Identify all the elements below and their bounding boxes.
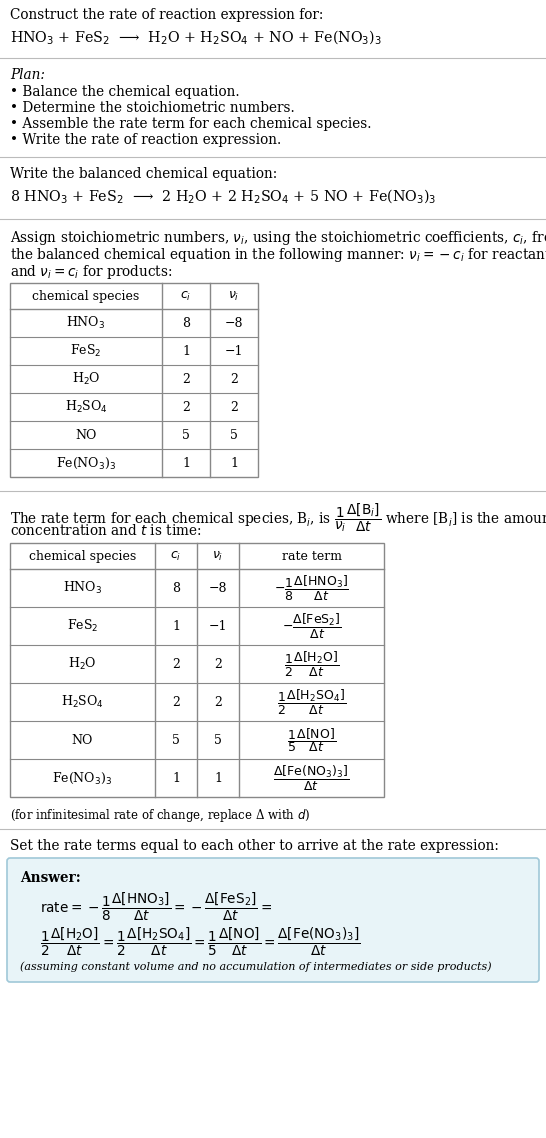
Text: 2: 2 <box>214 658 222 670</box>
Text: 1: 1 <box>182 345 190 357</box>
Text: rate term: rate term <box>282 550 341 562</box>
Text: $\nu_i$: $\nu_i$ <box>212 550 224 562</box>
Text: • Balance the chemical equation.: • Balance the chemical equation. <box>10 85 240 99</box>
Text: Set the rate terms equal to each other to arrive at the rate expression:: Set the rate terms equal to each other t… <box>10 839 499 854</box>
Text: $-\dfrac{\Delta[\mathrm{FeS}_2]}{\Delta t}$: $-\dfrac{\Delta[\mathrm{FeS}_2]}{\Delta … <box>282 611 341 641</box>
Text: 5: 5 <box>172 734 180 747</box>
Text: H$_2$O: H$_2$O <box>72 371 100 387</box>
Text: Construct the rate of reaction expression for:: Construct the rate of reaction expressio… <box>10 8 323 22</box>
Text: −1: −1 <box>209 619 227 633</box>
Text: chemical species: chemical species <box>29 550 136 562</box>
Text: −8: −8 <box>225 316 244 330</box>
Text: Plan:: Plan: <box>10 68 45 82</box>
FancyBboxPatch shape <box>7 858 539 982</box>
Text: 2: 2 <box>172 658 180 670</box>
Text: 2: 2 <box>172 695 180 709</box>
Bar <box>10 283 258 477</box>
Text: $\dfrac{\Delta[\mathrm{Fe(NO_3)_3}]}{\Delta t}$: $\dfrac{\Delta[\mathrm{Fe(NO_3)_3}]}{\De… <box>274 764 349 792</box>
Text: 1: 1 <box>172 772 180 784</box>
Text: HNO$_3$: HNO$_3$ <box>67 315 105 331</box>
Text: Write the balanced chemical equation:: Write the balanced chemical equation: <box>10 167 277 181</box>
Text: 8: 8 <box>182 316 190 330</box>
Text: Fe(NO$_3$)$_3$: Fe(NO$_3$)$_3$ <box>52 770 112 785</box>
Text: the balanced chemical equation in the following manner: $\nu_i = -c_i$ for react: the balanced chemical equation in the fo… <box>10 246 546 264</box>
Text: $-\dfrac{1}{8}\dfrac{\Delta[\mathrm{HNO}_3]}{\Delta t}$: $-\dfrac{1}{8}\dfrac{\Delta[\mathrm{HNO}… <box>274 574 349 602</box>
Text: FeS$_2$: FeS$_2$ <box>67 618 98 634</box>
Text: The rate term for each chemical species, B$_i$, is $\dfrac{1}{\nu_i}\dfrac{\Delt: The rate term for each chemical species,… <box>10 501 546 534</box>
Text: 1: 1 <box>182 456 190 470</box>
Text: H$_2$O: H$_2$O <box>68 655 97 673</box>
Text: • Write the rate of reaction expression.: • Write the rate of reaction expression. <box>10 133 281 147</box>
Text: −8: −8 <box>209 582 227 594</box>
Text: 5: 5 <box>214 734 222 747</box>
Text: NO: NO <box>75 429 97 442</box>
Text: $\dfrac{1}{2}\dfrac{\Delta[\mathrm{H_2O}]}{\Delta t} = \dfrac{1}{2}\dfrac{\Delta: $\dfrac{1}{2}\dfrac{\Delta[\mathrm{H_2O}… <box>40 926 360 958</box>
Text: −1: −1 <box>225 345 244 357</box>
Text: H$_2$SO$_4$: H$_2$SO$_4$ <box>61 694 104 710</box>
Text: 5: 5 <box>182 429 190 442</box>
Text: $c_i$: $c_i$ <box>180 289 192 303</box>
Text: 2: 2 <box>214 695 222 709</box>
Text: chemical species: chemical species <box>32 289 140 303</box>
Text: HNO$_3$ + FeS$_2$  ⟶  H$_2$O + H$_2$SO$_4$ + NO + Fe(NO$_3$)$_3$: HNO$_3$ + FeS$_2$ ⟶ H$_2$O + H$_2$SO$_4$… <box>10 28 382 46</box>
Text: 2: 2 <box>230 372 238 386</box>
Text: • Determine the stoichiometric numbers.: • Determine the stoichiometric numbers. <box>10 101 295 115</box>
Bar <box>10 543 384 797</box>
Text: Assign stoichiometric numbers, $\nu_i$, using the stoichiometric coefficients, $: Assign stoichiometric numbers, $\nu_i$, … <box>10 229 546 247</box>
Text: and $\nu_i = c_i$ for products:: and $\nu_i = c_i$ for products: <box>10 263 173 281</box>
Text: 5: 5 <box>230 429 238 442</box>
Text: $\mathrm{rate} = -\dfrac{1}{8}\dfrac{\Delta[\mathrm{HNO}_3]}{\Delta t} = -\dfrac: $\mathrm{rate} = -\dfrac{1}{8}\dfrac{\De… <box>40 891 272 923</box>
Text: $\dfrac{1}{2}\dfrac{\Delta[\mathrm{H_2O}]}{\Delta t}$: $\dfrac{1}{2}\dfrac{\Delta[\mathrm{H_2O}… <box>284 650 339 678</box>
Text: NO: NO <box>72 734 93 747</box>
Text: 2: 2 <box>182 401 190 413</box>
Text: Answer:: Answer: <box>20 871 81 885</box>
Text: 8 HNO$_3$ + FeS$_2$  ⟶  2 H$_2$O + 2 H$_2$SO$_4$ + 5 NO + Fe(NO$_3$)$_3$: 8 HNO$_3$ + FeS$_2$ ⟶ 2 H$_2$O + 2 H$_2$… <box>10 187 436 205</box>
Text: • Assemble the rate term for each chemical species.: • Assemble the rate term for each chemic… <box>10 117 371 131</box>
Text: $\dfrac{1}{2}\dfrac{\Delta[\mathrm{H_2SO_4}]}{\Delta t}$: $\dfrac{1}{2}\dfrac{\Delta[\mathrm{H_2SO… <box>277 687 346 717</box>
Text: H$_2$SO$_4$: H$_2$SO$_4$ <box>64 399 108 415</box>
Text: $c_i$: $c_i$ <box>170 550 182 562</box>
Text: (assuming constant volume and no accumulation of intermediates or side products): (assuming constant volume and no accumul… <box>20 960 491 972</box>
Text: 2: 2 <box>182 372 190 386</box>
Text: $\dfrac{1}{5}\dfrac{\Delta[\mathrm{NO}]}{\Delta t}$: $\dfrac{1}{5}\dfrac{\Delta[\mathrm{NO}]}… <box>287 726 336 754</box>
Text: Fe(NO$_3$)$_3$: Fe(NO$_3$)$_3$ <box>56 455 116 471</box>
Text: concentration and $t$ is time:: concentration and $t$ is time: <box>10 523 201 538</box>
Text: 1: 1 <box>172 619 180 633</box>
Text: 1: 1 <box>214 772 222 784</box>
Text: (for infinitesimal rate of change, replace Δ with $d$): (for infinitesimal rate of change, repla… <box>10 807 311 824</box>
Text: 1: 1 <box>230 456 238 470</box>
Text: HNO$_3$: HNO$_3$ <box>63 580 102 596</box>
Text: FeS$_2$: FeS$_2$ <box>70 343 102 360</box>
Text: 2: 2 <box>230 401 238 413</box>
Text: 8: 8 <box>172 582 180 594</box>
Text: $\nu_i$: $\nu_i$ <box>228 289 240 303</box>
